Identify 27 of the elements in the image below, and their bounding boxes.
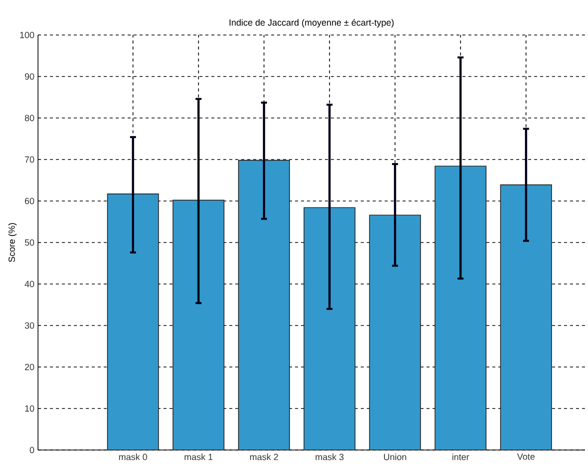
x-tick-label: Union	[384, 454, 406, 460]
chart-title: Indice de Jaccard (moyenne ± écart-type)	[230, 19, 394, 28]
x-tick-label: mask 0	[119, 454, 148, 460]
x-tick-label: mask 1	[184, 454, 212, 460]
bar	[304, 207, 356, 450]
y-tick-label: 100	[20, 32, 34, 38]
x-tick-label: mask 2	[250, 454, 278, 460]
bar	[238, 160, 290, 450]
y-tick-label: 50	[24, 239, 34, 246]
y-tick-label: 30	[24, 322, 34, 329]
x-tick-label: Vote	[517, 454, 535, 460]
y-tick-label: 0	[30, 446, 34, 454]
bar	[500, 184, 552, 450]
y-tick-label: 10	[25, 405, 34, 412]
bar	[369, 214, 421, 450]
bar	[172, 200, 224, 450]
bar	[434, 166, 486, 450]
y-tick-label: 20	[24, 364, 34, 370]
y-tick-label: 40	[24, 280, 34, 288]
y-axis-title: Score (%)	[8, 223, 17, 262]
y-tick-label: 70	[24, 156, 34, 163]
y-tick-label: 80	[24, 114, 34, 122]
x-tick-label: inter	[452, 454, 470, 460]
y-tick-label: 60	[24, 198, 34, 204]
y-tick-label: 90	[24, 73, 34, 80]
bar	[107, 194, 159, 450]
x-tick-label: mask 3	[316, 454, 344, 460]
